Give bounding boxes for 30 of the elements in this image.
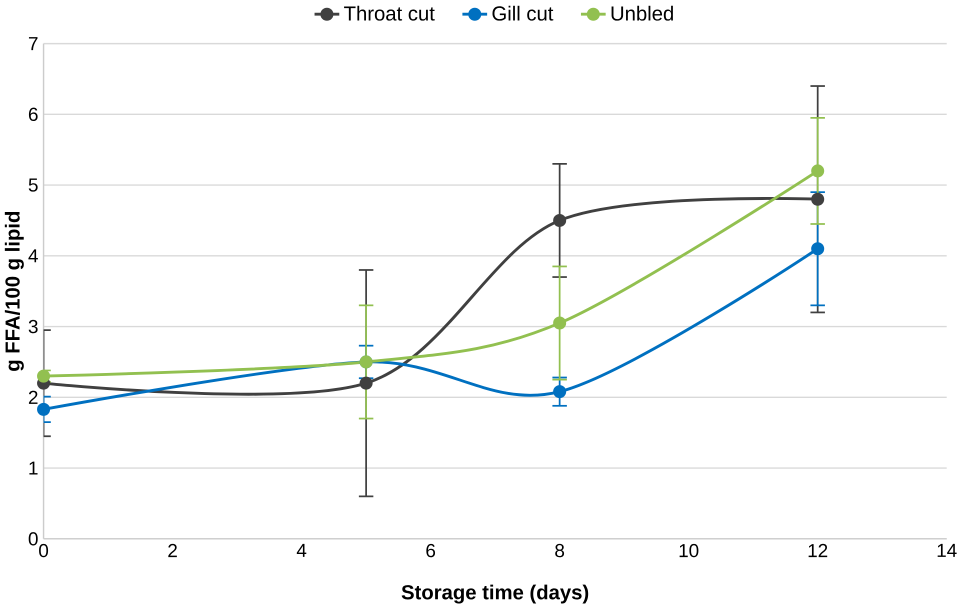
- point: [360, 376, 373, 390]
- point: [811, 192, 824, 206]
- x-tick-label: 6: [426, 544, 436, 558]
- x-tick-label: 14: [938, 544, 957, 557]
- legend-label: Unbled: [612, 6, 673, 20]
- y-tick-label: 3: [28, 320, 38, 334]
- point: [811, 164, 824, 178]
- x-tick-label: 4: [296, 544, 306, 557]
- point: [553, 384, 566, 398]
- point: [553, 316, 566, 330]
- y-tick-label: 1: [29, 461, 38, 474]
- legend-label: Gill cut: [492, 6, 554, 20]
- x-tick-label: 0: [39, 544, 48, 558]
- y-tick-label: 0: [28, 532, 38, 546]
- y-tick-label: 7: [28, 36, 38, 50]
- x-tick-label: 12: [808, 544, 828, 557]
- point: [811, 242, 824, 256]
- y-tick-label: 5: [28, 178, 38, 192]
- y-tick-label: 6: [28, 107, 38, 121]
- legend-label: Throat cut: [344, 6, 435, 20]
- y-tick-label: 4: [28, 249, 38, 262]
- y-tick-label: 2: [28, 390, 38, 404]
- x-tick-label: 2: [168, 544, 177, 557]
- point: [37, 369, 50, 382]
- x-tick-label: 8: [555, 544, 564, 558]
- y-axis-title: g FFA/100 g lipid: [4, 212, 24, 371]
- point: [553, 214, 566, 227]
- x-axis-title: Storage time (days): [402, 584, 588, 604]
- x-tick-label: 10: [680, 544, 698, 558]
- point: [37, 402, 50, 416]
